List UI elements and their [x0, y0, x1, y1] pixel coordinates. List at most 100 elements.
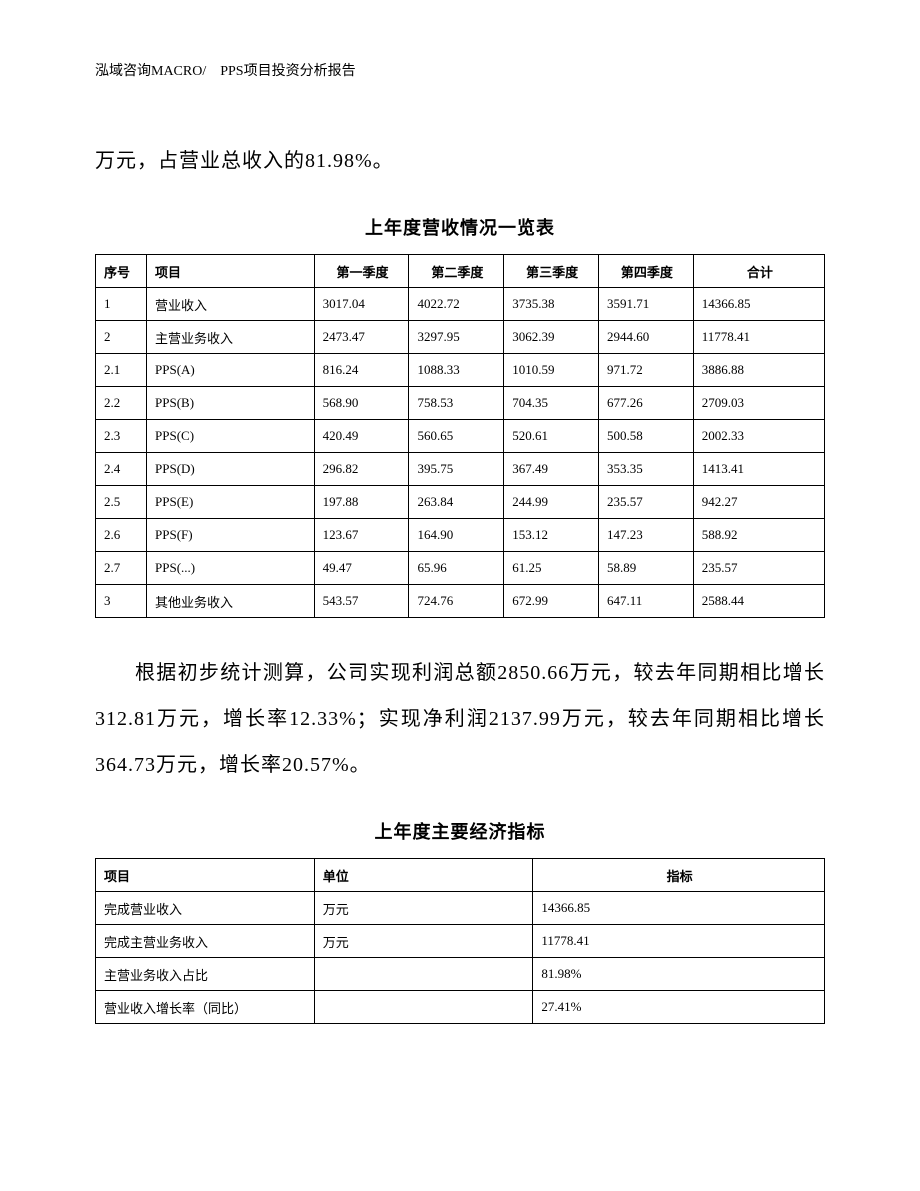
table-row: 2.3PPS(C)420.49560.65520.61500.582002.33: [96, 420, 825, 453]
table-cell: 263.84: [409, 486, 504, 519]
table-cell: 万元: [314, 925, 533, 958]
table-cell: 543.57: [314, 585, 409, 618]
table-row: 2.6PPS(F)123.67164.90153.12147.23588.92: [96, 519, 825, 552]
table-cell: 3: [96, 585, 147, 618]
table-cell: 500.58: [598, 420, 693, 453]
table-cell: 588.92: [693, 519, 824, 552]
table-cell: 704.35: [504, 387, 599, 420]
table-cell: 61.25: [504, 552, 599, 585]
body-paragraph-1: 万元，占营业总收入的81.98%。: [95, 138, 825, 184]
table-cell: 3735.38: [504, 288, 599, 321]
table-cell: 153.12: [504, 519, 599, 552]
table-cell: 3886.88: [693, 354, 824, 387]
table-cell: 完成主营业务收入: [96, 925, 315, 958]
col-header: 单位: [314, 859, 533, 892]
table-cell: 816.24: [314, 354, 409, 387]
table-cell: 235.57: [693, 552, 824, 585]
table-cell: 2.5: [96, 486, 147, 519]
table-cell: 420.49: [314, 420, 409, 453]
table-cell: 49.47: [314, 552, 409, 585]
table-row: 2.5PPS(E)197.88263.84244.99235.57942.27: [96, 486, 825, 519]
table-cell: 2002.33: [693, 420, 824, 453]
page: 泓域咨询MACRO/ PPS项目投资分析报告 万元，占营业总收入的81.98%。…: [0, 0, 920, 1191]
table-cell: 11778.41: [693, 321, 824, 354]
table-cell: PPS(F): [147, 519, 315, 552]
table-row: 2.7PPS(...)49.4765.9661.2558.89235.57: [96, 552, 825, 585]
table-cell: 2.2: [96, 387, 147, 420]
table-cell: 14366.85: [533, 892, 825, 925]
col-header: 项目: [147, 255, 315, 288]
table-cell: 营业收入: [147, 288, 315, 321]
indicator-table: 项目 单位 指标 完成营业收入万元14366.85完成主营业务收入万元11778…: [95, 858, 825, 1024]
table-cell: 724.76: [409, 585, 504, 618]
table-cell: 395.75: [409, 453, 504, 486]
table-cell: 367.49: [504, 453, 599, 486]
table-cell: 758.53: [409, 387, 504, 420]
table-cell: 3591.71: [598, 288, 693, 321]
table-cell: 244.99: [504, 486, 599, 519]
table-cell: 520.61: [504, 420, 599, 453]
col-header: 第二季度: [409, 255, 504, 288]
col-header: 第三季度: [504, 255, 599, 288]
table-row: 完成营业收入万元14366.85: [96, 892, 825, 925]
indicator-table-body: 完成营业收入万元14366.85完成主营业务收入万元11778.41主营业务收入…: [96, 892, 825, 1024]
table-cell: 942.27: [693, 486, 824, 519]
revenue-table-body: 1营业收入3017.044022.723735.383591.7114366.8…: [96, 288, 825, 618]
col-header: 合计: [693, 255, 824, 288]
table-cell: 主营业务收入占比: [96, 958, 315, 991]
table-cell: 3062.39: [504, 321, 599, 354]
table-header-row: 项目 单位 指标: [96, 859, 825, 892]
table-header-row: 序号 项目 第一季度 第二季度 第三季度 第四季度 合计: [96, 255, 825, 288]
table-cell: 14366.85: [693, 288, 824, 321]
table-row: 2.2PPS(B)568.90758.53704.35677.262709.03: [96, 387, 825, 420]
table-row: 2.4PPS(D)296.82395.75367.49353.351413.41: [96, 453, 825, 486]
table-cell: 672.99: [504, 585, 599, 618]
table-cell: 235.57: [598, 486, 693, 519]
table-cell: PPS(E): [147, 486, 315, 519]
table-cell: 2.3: [96, 420, 147, 453]
table-cell: 完成营业收入: [96, 892, 315, 925]
table-row: 主营业务收入占比81.98%: [96, 958, 825, 991]
table-cell: 1413.41: [693, 453, 824, 486]
table-cell: 2588.44: [693, 585, 824, 618]
table-cell: PPS(...): [147, 552, 315, 585]
table-cell: 2.6: [96, 519, 147, 552]
table-cell: 3297.95: [409, 321, 504, 354]
table-cell: 3017.04: [314, 288, 409, 321]
table-row: 营业收入增长率（同比）27.41%: [96, 991, 825, 1024]
table-row: 1营业收入3017.044022.723735.383591.7114366.8…: [96, 288, 825, 321]
table-cell: 2.7: [96, 552, 147, 585]
table-cell: 2709.03: [693, 387, 824, 420]
table-cell: 677.26: [598, 387, 693, 420]
table-cell: PPS(A): [147, 354, 315, 387]
col-header: 第四季度: [598, 255, 693, 288]
table-cell: 万元: [314, 892, 533, 925]
table-cell: 1010.59: [504, 354, 599, 387]
table-cell: 11778.41: [533, 925, 825, 958]
table-cell: 1: [96, 288, 147, 321]
table-cell: 4022.72: [409, 288, 504, 321]
page-header: 泓域咨询MACRO/ PPS项目投资分析报告: [95, 60, 825, 80]
revenue-table: 序号 项目 第一季度 第二季度 第三季度 第四季度 合计 1营业收入3017.0…: [95, 254, 825, 618]
table1-title: 上年度营收情况一览表: [95, 214, 825, 240]
table-cell: 58.89: [598, 552, 693, 585]
body-paragraph-2: 根据初步统计测算，公司实现利润总额2850.66万元，较去年同期相比增长312.…: [95, 650, 825, 788]
col-header: 第一季度: [314, 255, 409, 288]
table-cell: 2944.60: [598, 321, 693, 354]
table-row: 完成主营业务收入万元11778.41: [96, 925, 825, 958]
table-cell: 568.90: [314, 387, 409, 420]
table-cell: 27.41%: [533, 991, 825, 1024]
table-cell: 65.96: [409, 552, 504, 585]
table-cell: 647.11: [598, 585, 693, 618]
table-cell: 2.4: [96, 453, 147, 486]
table-cell: PPS(C): [147, 420, 315, 453]
table-cell: 197.88: [314, 486, 409, 519]
table-cell: 2473.47: [314, 321, 409, 354]
col-header: 项目: [96, 859, 315, 892]
table-row: 3其他业务收入543.57724.76672.99647.112588.44: [96, 585, 825, 618]
table-cell: 147.23: [598, 519, 693, 552]
col-header: 指标: [533, 859, 825, 892]
table-cell: 353.35: [598, 453, 693, 486]
table-row: 2主营业务收入2473.473297.953062.392944.6011778…: [96, 321, 825, 354]
table-cell: 296.82: [314, 453, 409, 486]
